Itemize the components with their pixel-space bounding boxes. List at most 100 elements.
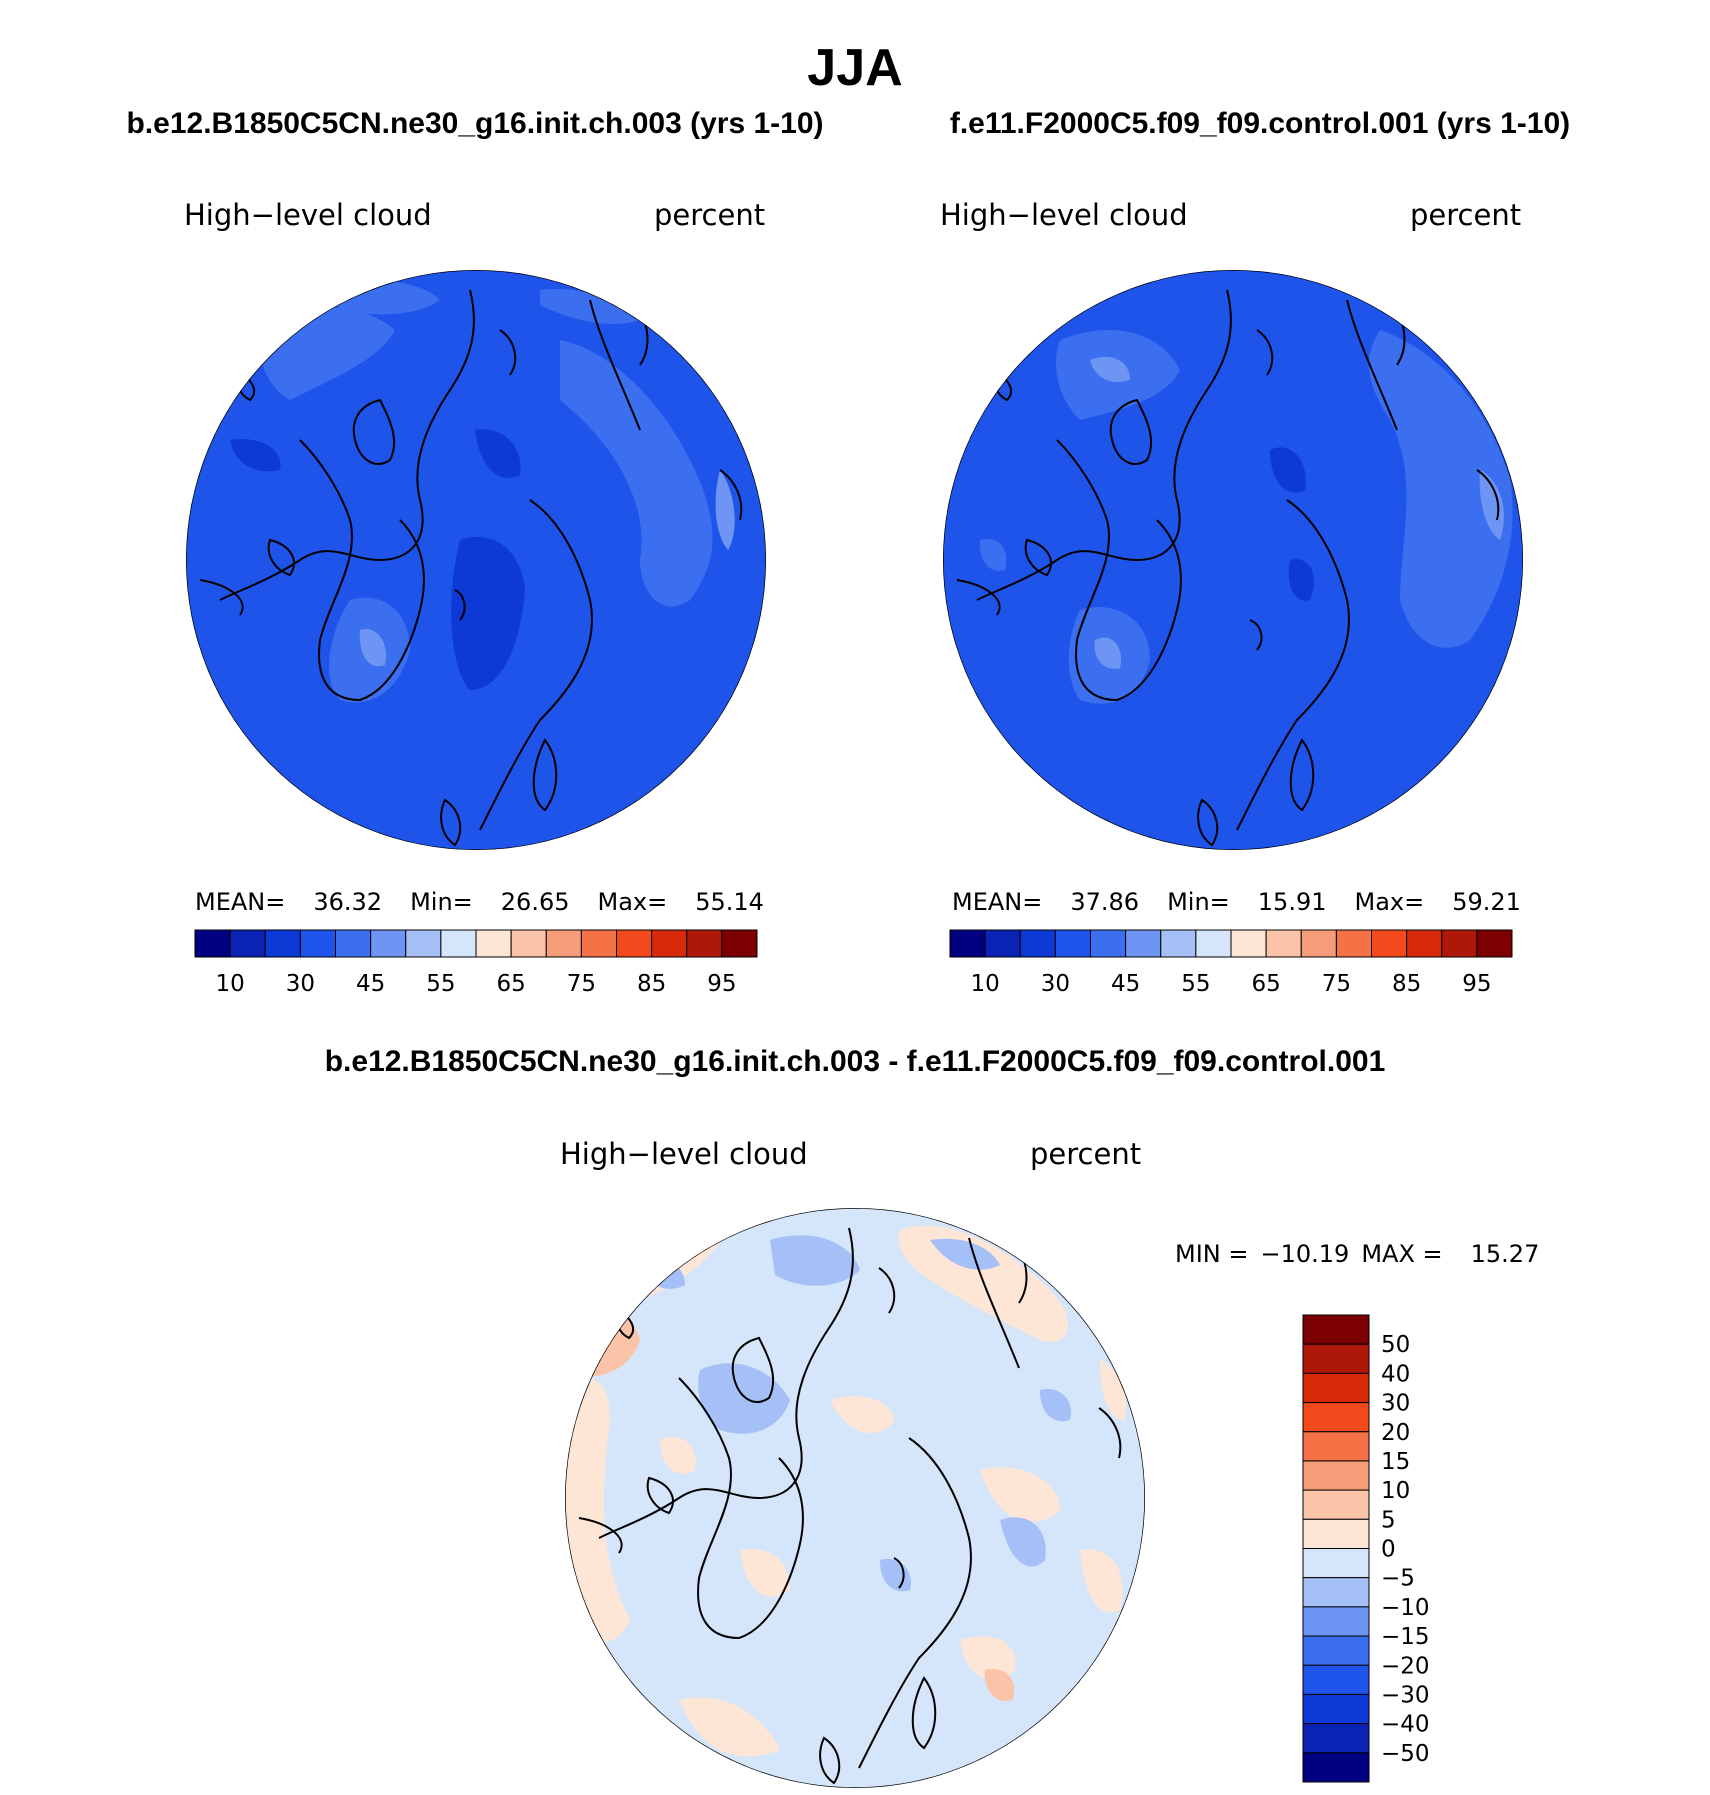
right-colorbar-tick-label: 55 [1181, 971, 1210, 997]
right-min-label: Min= [1167, 888, 1230, 916]
left-variable-label: High−level cloud [184, 198, 432, 232]
right-colorbar-swatch [1230, 929, 1267, 958]
right-colorbar-swatch [1195, 929, 1232, 958]
right-colorbar-swatch [1335, 929, 1372, 958]
right-colorbar-tick-label: 30 [1041, 971, 1070, 997]
left-coastlines [199, 289, 743, 847]
right-colorbar-tick-label: 45 [1111, 971, 1140, 997]
diff-variable-label: High−level cloud [560, 1137, 808, 1171]
right-colorbar-swatch [984, 929, 1021, 958]
left-colorbar-tick-label: 10 [215, 971, 244, 997]
right-case-title: f.e11.F2000C5.f09_f09.control.001 (yrs 1… [949, 107, 1571, 140]
left-colorbar-swatch [721, 929, 758, 958]
diff-colorbar-swatch [1302, 1314, 1370, 1345]
right-mean-value: 37.86 [1070, 888, 1140, 916]
right-colorbar-swatch [1265, 929, 1302, 958]
right-units-label: percent [1410, 198, 1522, 232]
left-mean-value: 36.32 [313, 888, 383, 916]
left-colorbar-tick-label: 95 [707, 971, 736, 997]
diff-colorbar-swatch [1302, 1577, 1370, 1608]
diff-colorbar-tick-label: −10 [1381, 1595, 1430, 1621]
left-colorbar-swatch [686, 929, 723, 958]
diff-colorbar-swatch [1302, 1635, 1370, 1666]
right-colorbar: 10 30 45 55 65 75 85 95 [949, 929, 1513, 997]
left-colorbar: 10 30 45 55 65 75 85 95 [194, 929, 758, 997]
diff-colorbar-swatch [1302, 1431, 1370, 1462]
left-lighter-regions [359, 470, 735, 667]
left-colorbar-swatch [545, 929, 582, 958]
diff-colorbar-tick-label: 20 [1381, 1420, 1410, 1446]
diff-colorbar-swatch [1302, 1752, 1370, 1783]
difference-polar-map [565, 1208, 1145, 1788]
right-colorbar-swatch [949, 929, 986, 958]
left-mean-label: MEAN= [195, 888, 286, 916]
diff-colorbar-swatch [1302, 1548, 1370, 1579]
diff-colorbar-tick-label: 30 [1381, 1391, 1410, 1417]
right-colorbar-swatch [1476, 929, 1513, 958]
left-colorbar-swatch [299, 929, 336, 958]
left-colorbar-swatch [370, 929, 407, 958]
diff-colorbar-swatch [1302, 1693, 1370, 1725]
diff-colorbar-swatch [1302, 1518, 1370, 1549]
left-colorbar-swatch [616, 929, 653, 958]
diff-colorbar-swatch [1302, 1372, 1370, 1404]
left-colorbar-tick-label: 30 [286, 971, 315, 997]
diff-max-label: MAX = [1361, 1240, 1443, 1268]
right-colorbar-swatch [1090, 929, 1127, 958]
left-colorbar-swatch [475, 929, 512, 958]
left-min-value: 26.65 [500, 888, 570, 916]
right-colorbar-swatch [1441, 929, 1478, 958]
diff-min-label: MIN = [1175, 1240, 1249, 1268]
right-polar-map [943, 270, 1523, 850]
left-colorbar-tick-label: 55 [426, 971, 455, 997]
left-colorbar-swatch [229, 929, 266, 958]
right-colorbar-swatch [1300, 929, 1337, 958]
diff-colorbar-tick-label: 10 [1381, 1478, 1410, 1504]
diff-colorbar-tick-label: −30 [1381, 1682, 1430, 1708]
right-colorbar-tick-label: 10 [970, 971, 999, 997]
diff-colorbar-swatch [1302, 1664, 1370, 1695]
diff-max-value: 15.27 [1470, 1240, 1540, 1268]
left-colorbar-swatch [440, 929, 477, 958]
left-colorbar-tick-label: 85 [637, 971, 666, 997]
diff-colorbar-swatch [1302, 1489, 1370, 1520]
right-coastlines [956, 289, 1500, 847]
right-light-regions [979, 330, 1513, 704]
left-case-title: b.e12.B1850C5CN.ne30_g16.init.ch.003 (yr… [126, 107, 824, 140]
right-colorbar-tick-label: 65 [1251, 971, 1280, 997]
right-colorbar-swatch [1160, 929, 1197, 958]
right-max-label: Max= [1354, 888, 1425, 916]
left-colorbar-tick-label: 75 [567, 971, 596, 997]
left-units-label: percent [654, 198, 766, 232]
right-lighter-regions [1090, 356, 1504, 669]
diff-colorbar-swatch [1302, 1723, 1370, 1754]
right-colorbar-swatch [1019, 929, 1056, 958]
left-colorbar-swatch [510, 929, 547, 958]
left-max-label: Max= [597, 888, 668, 916]
left-colorbar-tick-label: 65 [496, 971, 525, 997]
diff-min-value: −10.19 [1260, 1240, 1350, 1268]
right-colorbar-swatch [1054, 929, 1091, 958]
diff-colorbar-swatch [1302, 1606, 1370, 1637]
left-colorbar-swatch [264, 929, 301, 958]
diff-cool-regions [640, 1235, 1071, 1592]
left-colorbar-swatch [335, 929, 372, 958]
diff-colorbar-tick-label: −50 [1381, 1741, 1430, 1767]
left-colorbar-swatch [651, 929, 688, 958]
diff-colorbar-swatch [1302, 1402, 1370, 1433]
right-colorbar-tick-label: 85 [1392, 971, 1421, 997]
difference-title: b.e12.B1850C5CN.ne30_g16.init.ch.003 - f… [324, 1045, 1386, 1078]
left-min-label: Min= [410, 888, 473, 916]
diff-colorbar-tick-label: 5 [1381, 1507, 1396, 1533]
left-polar-map [186, 270, 766, 850]
right-colorbar-swatch [1371, 929, 1408, 958]
left-colorbar-swatch [580, 929, 617, 958]
right-colorbar-swatch [1406, 929, 1443, 958]
diff-colorbar-tick-label: −40 [1381, 1712, 1430, 1738]
diff-colorbar-tick-label: 15 [1381, 1449, 1410, 1475]
diff-colorbar-tick-label: 40 [1381, 1361, 1410, 1387]
diff-colorbar-swatch [1302, 1460, 1370, 1491]
left-stats: MEAN= 36.32 Min= 26.65 Max= 55.14 [195, 888, 764, 916]
